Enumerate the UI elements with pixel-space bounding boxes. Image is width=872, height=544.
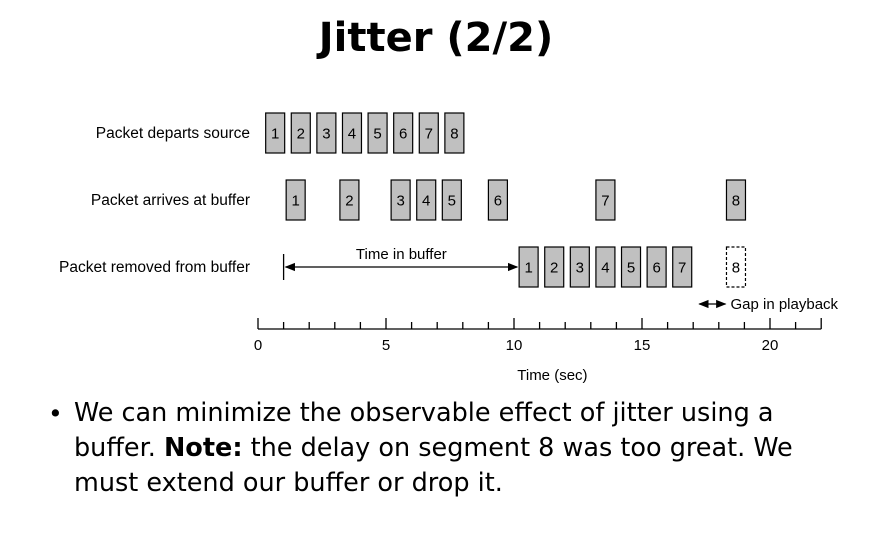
- packet-number: 5: [448, 193, 456, 210]
- packet-number: 3: [576, 260, 584, 277]
- time-axis: 0 5 10 15 20 Time (sec): [254, 318, 822, 384]
- packet-rect: [725, 179, 747, 221]
- axis-tick-label: 20: [762, 337, 779, 354]
- axis-tick-label: 5: [382, 337, 390, 354]
- packet-box-row2-7: 7: [595, 179, 616, 221]
- packet-number: 2: [297, 126, 305, 143]
- packet-number: 8: [732, 193, 740, 210]
- packet-number: 8: [450, 126, 458, 143]
- packet-box-row1-4: 4: [341, 112, 363, 154]
- packet-rect: [725, 246, 747, 288]
- axis-title: Time (sec): [517, 367, 587, 384]
- packet-rect: [367, 112, 388, 154]
- packet-box-row3-6: 6: [646, 246, 667, 288]
- packet-rect: [569, 246, 590, 288]
- packet-number: 4: [601, 260, 609, 277]
- row-labels: Packet departs source Packet arrives at b…: [59, 125, 250, 276]
- packet-box-row1-1: 1: [265, 112, 286, 154]
- packet-rect: [316, 112, 337, 154]
- row-label-2: Packet arrives at buffer: [91, 192, 250, 209]
- bullet-text: We can minimize the observable effect of…: [74, 396, 838, 501]
- axis-tick-label: 10: [506, 337, 523, 354]
- packet-box-row3-5: 5: [620, 246, 642, 288]
- packet-number: 3: [322, 126, 330, 143]
- packet-box-row2-1: 1: [285, 179, 306, 221]
- packet-rect: [646, 246, 667, 288]
- packet-rect: [672, 246, 693, 288]
- bullet-note-label: Note:: [163, 433, 243, 463]
- packet-box-row1-2: 2: [290, 112, 311, 154]
- packet-number: 5: [373, 126, 381, 143]
- packet-box-row2-3: 3: [390, 179, 411, 221]
- packet-box-row1-7: 7: [418, 112, 439, 154]
- packet-rect: [265, 112, 286, 154]
- packet-number: 6: [399, 126, 407, 143]
- packet-box-row3-7: 7: [672, 246, 693, 288]
- packet-rect: [285, 179, 306, 221]
- packet-box-row2-5: 5: [441, 179, 462, 221]
- axis-tick-label: 15: [634, 337, 651, 354]
- packet-rect: [544, 246, 565, 288]
- packet-number: 3: [396, 193, 404, 210]
- bullet-dot-icon: •: [48, 399, 63, 428]
- packet-box-row3-1: 1: [518, 246, 539, 288]
- packet-number: 7: [601, 193, 609, 210]
- packet-number: 7: [678, 260, 686, 277]
- bullet-text-rest: the delay on segment 8 was too great. We…: [74, 433, 793, 498]
- packet-box-row2-4: 4: [416, 179, 437, 221]
- packet-rect: [393, 112, 414, 154]
- packet-rect: [290, 112, 311, 154]
- packet-rect: [341, 112, 363, 154]
- bullet-text-intro: We can minimize the observable effect of…: [74, 398, 774, 463]
- packet-number: 7: [425, 126, 433, 143]
- packet-number: 8: [732, 260, 740, 277]
- packet-number: 4: [348, 126, 356, 143]
- packet-rect: [595, 179, 616, 221]
- jitter-timeline-diagram: Packet departs source Packet arrives at b…: [59, 112, 839, 384]
- packet-box-row2-8: 8: [725, 179, 747, 221]
- packet-box-row3-3: 3: [569, 246, 590, 288]
- packet-box-row1-5: 5: [367, 112, 388, 154]
- packet-number: 6: [652, 260, 660, 277]
- packet-rect: [418, 112, 439, 154]
- packet-rect: [444, 112, 465, 154]
- packet-number: 5: [627, 260, 635, 277]
- packet-rect: [518, 246, 539, 288]
- packet-number: 1: [271, 126, 279, 143]
- packet-box-row3-4: 4: [595, 246, 616, 288]
- packet-number: 2: [550, 260, 558, 277]
- packet-number: 4: [422, 193, 430, 210]
- packet-rect: [390, 179, 411, 221]
- packet-rect: [620, 246, 642, 288]
- packet-rect: [487, 179, 508, 221]
- packet-rect: [595, 246, 616, 288]
- row-label-3: Packet removed from buffer: [59, 259, 250, 276]
- packet-rect: [416, 179, 437, 221]
- packet-box-row2-6: 6: [487, 179, 508, 221]
- gap-in-playback-label: Gap in playback: [730, 296, 838, 313]
- packet-box-row2-2: 2: [339, 179, 360, 221]
- row-label-1: Packet departs source: [96, 125, 250, 142]
- slide-title: Jitter (2/2): [318, 15, 554, 61]
- time-in-buffer-label: Time in buffer: [356, 246, 447, 263]
- bullet-point: • We can minimize the observable effect …: [48, 396, 838, 501]
- packets: 1 2 3 4 5 6 7 81 2 3 4 5 6 7 81 2 3 4 5 6 7 8: [265, 112, 747, 288]
- packet-number: 2: [345, 193, 353, 210]
- packet-box-row1-3: 3: [316, 112, 337, 154]
- packet-number: 1: [524, 260, 532, 277]
- packet-rect: [441, 179, 462, 221]
- packet-box-row1-6: 6: [393, 112, 414, 154]
- packet-box-row3-8: 8: [725, 246, 747, 288]
- packet-rect: [339, 179, 360, 221]
- annotations: Time in buffer Gap in playback: [282, 246, 839, 313]
- packet-box-row1-8: 8: [444, 112, 465, 154]
- packet-box-row3-2: 2: [544, 246, 565, 288]
- packet-number: 6: [494, 193, 502, 210]
- axis-tick-label: 0: [254, 337, 262, 354]
- packet-number: 1: [291, 193, 299, 210]
